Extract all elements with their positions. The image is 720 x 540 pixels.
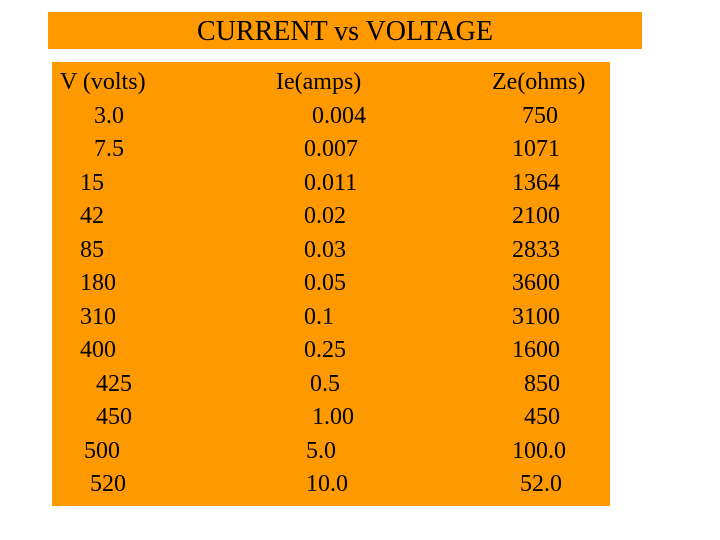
cell-voltage: 425 (96, 370, 132, 397)
cell-current: 0.05 (304, 270, 346, 296)
title-banner: CURRENT vs VOLTAGE (48, 12, 642, 49)
cell-current: 1.00 (312, 404, 354, 430)
cell-current: 0.1 (304, 303, 334, 330)
cell-impedance: 1600 (512, 337, 560, 363)
cell-impedance: 850 (524, 370, 560, 397)
cell-impedance: 1071 (512, 136, 560, 162)
cell-impedance: 52.0 (520, 471, 562, 497)
cell-current: 5.0 (306, 437, 336, 464)
cell-voltage: 7.5 (94, 136, 124, 162)
cell-voltage: 450 (96, 404, 132, 430)
header-impedance: Ze(ohms) (492, 69, 586, 95)
cell-voltage: 15 (80, 169, 104, 196)
header-voltage: V (volts) (60, 69, 146, 95)
cell-current: 0.02 (304, 203, 346, 229)
cell-impedance: 750 (522, 102, 558, 129)
data-table: V (volts) 3.0 7.5 15 42 85 180 310 400 425 450 500 5… (52, 62, 610, 506)
cell-impedance: 2833 (512, 236, 560, 263)
cell-impedance: 450 (524, 404, 560, 430)
cell-current: 0.011 (304, 169, 358, 196)
header-current: Ie(amps) (276, 69, 362, 95)
cell-current: 0.25 (304, 337, 346, 363)
cell-voltage: 42 (80, 203, 104, 229)
cell-voltage: 3.0 (94, 102, 124, 129)
cell-voltage: 520 (90, 471, 126, 497)
cell-voltage: 400 (80, 337, 116, 363)
cell-voltage: 310 (80, 303, 116, 330)
cell-current: 0.007 (304, 136, 358, 162)
cell-voltage: 180 (80, 270, 116, 296)
cell-current: 0.004 (312, 102, 366, 129)
cell-current: 10.0 (306, 471, 348, 497)
cell-current: 0.5 (310, 370, 340, 397)
cell-impedance: 3100 (512, 303, 560, 330)
cell-voltage: 85 (80, 236, 104, 263)
cell-impedance: 2100 (512, 203, 560, 229)
cell-current: 0.03 (304, 236, 346, 263)
cell-voltage: 500 (84, 437, 120, 464)
cell-impedance: 100.0 (512, 437, 566, 464)
page-title: CURRENT vs VOLTAGE (197, 16, 493, 47)
cell-impedance: 3600 (512, 270, 560, 296)
cell-impedance: 1364 (512, 169, 560, 196)
